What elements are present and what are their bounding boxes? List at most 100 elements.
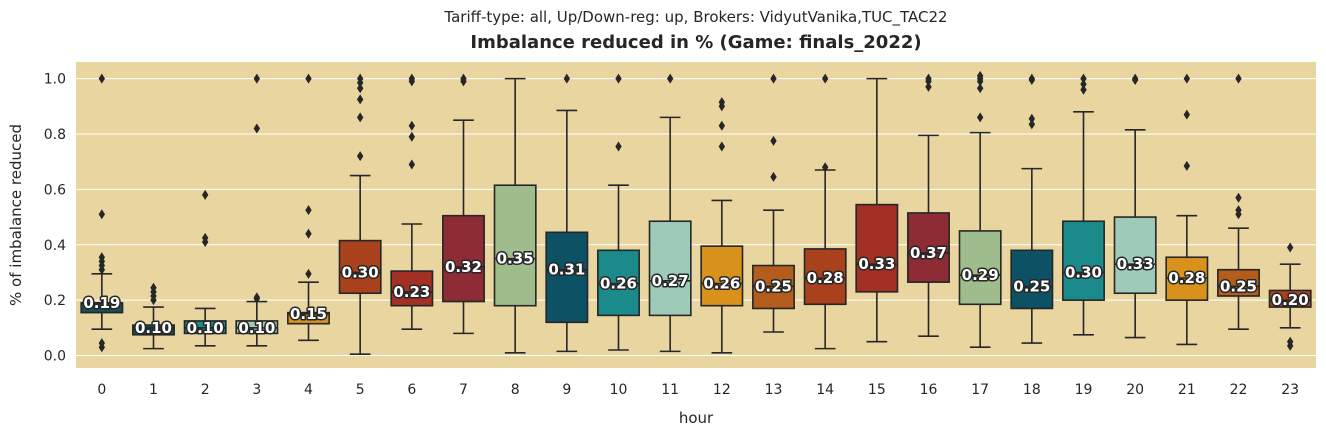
outlier-point [1080, 73, 1087, 84]
box-iqr [855, 203, 899, 293]
box-iqr [287, 311, 330, 325]
x-tick-label: 0 [97, 382, 106, 398]
median-label: 0.15 [290, 305, 327, 323]
box-group: 0.10 [235, 73, 279, 347]
outlier-point [98, 338, 106, 349]
outlier-point [976, 70, 984, 81]
median-label: 0.28 [1168, 269, 1205, 287]
outlier-point [201, 232, 209, 243]
box-iqr [1113, 216, 1157, 295]
median-label: 0.25 [1013, 277, 1050, 295]
x-tick-label: 5 [356, 382, 365, 398]
box-group: 0.19 [80, 73, 124, 353]
median-label: 0.33 [858, 255, 895, 273]
outlier-point [718, 141, 726, 152]
box-group: 0.28 [1165, 73, 1209, 346]
grid-lines [76, 78, 1316, 357]
box-group: 0.15 [287, 73, 330, 342]
box-group: 0.35 [493, 77, 537, 354]
x-tick-label: 7 [459, 382, 468, 398]
x-tick-label: 22 [1230, 382, 1248, 398]
outlier-point [150, 282, 157, 293]
y-tick-labels: 0.0 0.2 0.4 0.6 0.8 1.0 [44, 72, 66, 365]
chart-suptitle: Tariff-type: all, Up/Down-reg: up, Broke… [443, 8, 947, 27]
outlier-point [356, 83, 364, 94]
median-label: 0.10 [238, 319, 275, 337]
box-iqr [1217, 268, 1260, 297]
box-iqr [493, 184, 537, 307]
median-label: 0.27 [652, 272, 689, 290]
x-tick-label: 3 [252, 382, 261, 398]
y-tick-label: 0.2 [44, 293, 66, 309]
outlier-point [253, 123, 261, 134]
outlier-point [408, 131, 416, 142]
median-label: 0.35 [497, 250, 534, 268]
y-tick-label: 0.6 [44, 182, 66, 198]
x-tick-label: 9 [562, 382, 571, 398]
x-tick-label: 13 [765, 382, 783, 398]
outlier-point [253, 73, 261, 84]
box-iqr [700, 245, 744, 307]
x-tick-label: 12 [713, 382, 731, 398]
x-tick-labels: 0 1 2 3 4 5 6 7 8 9 10 11 12 13 14 15 16 17 18 19 20 21 22 23 [97, 382, 1299, 398]
box-iqr [545, 231, 589, 324]
outlier-point [1028, 113, 1036, 124]
median-label: 0.19 [83, 294, 120, 312]
outlier-point [305, 205, 312, 216]
x-tick-label: 10 [610, 382, 628, 398]
box-iqr [132, 324, 175, 336]
outlier-point [1286, 336, 1294, 347]
outlier-point [1235, 205, 1242, 216]
outlier-point [201, 189, 209, 200]
outlier-point [718, 120, 726, 131]
x-tick-label: 2 [201, 382, 210, 398]
chart-title: Imbalance reduced in % (Game: finals_202… [470, 32, 921, 53]
median-label: 0.30 [342, 263, 379, 281]
x-tick-label: 20 [1126, 382, 1144, 398]
box-group: 0.10 [183, 189, 227, 347]
box-group: 0.10 [132, 282, 175, 350]
outlier-point [356, 73, 364, 84]
x-tick-label: 11 [661, 382, 679, 398]
box-iqr [442, 214, 485, 303]
box-iqr [803, 248, 847, 306]
x-tick-label: 16 [920, 382, 938, 398]
median-label: 0.25 [755, 277, 792, 295]
box-group: 0.30 [338, 73, 382, 355]
x-tick-label: 17 [971, 382, 989, 398]
box-iqr [907, 212, 950, 283]
y-tick-label: 0.8 [44, 127, 66, 143]
median-label: 0.28 [807, 269, 844, 287]
median-label: 0.10 [135, 319, 172, 337]
median-label: 0.29 [962, 266, 999, 284]
median-label: 0.26 [703, 275, 740, 293]
outlier-point [356, 151, 364, 162]
box-iqr [1268, 289, 1312, 308]
outlier-point [408, 120, 416, 131]
outlier-point [976, 112, 984, 123]
y-tick-label: 1.0 [44, 72, 66, 88]
outlier-point [976, 83, 984, 94]
box-iqr [390, 270, 434, 307]
box-iqr [648, 220, 692, 317]
outlier-point [305, 228, 312, 239]
outlier-point [1183, 160, 1191, 171]
outlier-point [1028, 119, 1036, 130]
median-label: 0.25 [1220, 277, 1257, 295]
outlier-point [1235, 73, 1242, 84]
outlier-point [770, 135, 777, 146]
box-group: 0.25 [1010, 73, 1054, 344]
box-group: 0.32 [442, 73, 485, 335]
x-tick-label: 1 [149, 382, 158, 398]
box-group: 0.31 [545, 73, 589, 353]
outlier-point [718, 97, 726, 108]
median-label: 0.20 [1272, 291, 1309, 309]
box-group: 0.23 [390, 73, 434, 331]
outlier-point [356, 94, 364, 105]
box-group: 0.37 [907, 73, 950, 337]
median-label: 0.31 [548, 261, 585, 279]
median-label: 0.32 [445, 258, 482, 276]
box-iqr [1062, 220, 1105, 301]
y-axis-label: % of imbalance reduced [7, 124, 25, 306]
box-group: 0.29 [958, 70, 1002, 349]
